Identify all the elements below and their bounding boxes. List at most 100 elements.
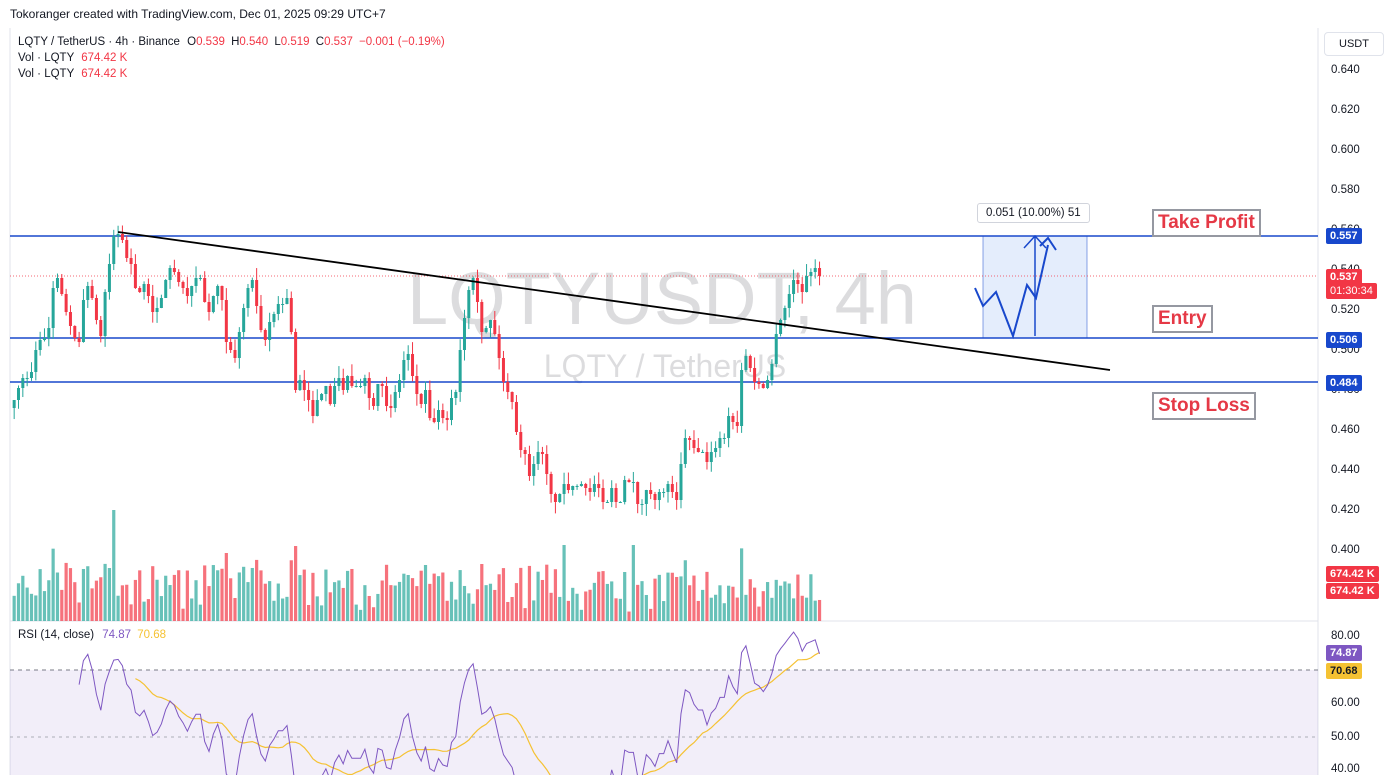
- candle-body: [419, 394, 423, 404]
- legend-change: −0.001 (−0.19%): [359, 36, 445, 48]
- volume-bar: [588, 589, 592, 621]
- volume-bar: [774, 579, 778, 621]
- candle-body: [107, 264, 111, 292]
- rsi-tick: 60.00: [1331, 697, 1360, 709]
- rsi-ma-line: [135, 651, 820, 775]
- volume-bar: [510, 597, 514, 621]
- candle-body: [129, 258, 133, 264]
- volume-bar: [454, 599, 458, 621]
- candle-body: [203, 278, 207, 302]
- candle-body: [458, 350, 462, 392]
- measure-label[interactable]: 0.051 (10.00%) 51: [977, 203, 1090, 223]
- volume-bar: [376, 593, 380, 621]
- candle-body: [475, 278, 479, 302]
- volume-bar: [73, 582, 77, 621]
- candle-body: [757, 382, 761, 384]
- volume-bar: [410, 578, 415, 621]
- legend-close-value: 0.537: [324, 36, 353, 48]
- candle-body: [263, 330, 267, 340]
- volume-bar: [328, 592, 332, 621]
- volume-bar: [402, 573, 406, 621]
- volume-bar: [216, 570, 220, 621]
- volume-bar: [90, 588, 94, 621]
- candle-body: [47, 328, 51, 338]
- volume-bar: [657, 574, 661, 621]
- legend-symbol: LQTY / TetherUS · 4h · Binance: [18, 36, 180, 48]
- candle-body: [497, 334, 501, 358]
- volume-tag-1: 674.42 K: [1326, 566, 1379, 582]
- candle-body: [246, 288, 250, 308]
- price-tick: 0.520: [1331, 304, 1360, 316]
- volume-bar: [151, 566, 155, 621]
- volume-bar: [592, 582, 596, 621]
- candle-body: [125, 240, 129, 258]
- volume-tag-2: 674.42 K: [1326, 583, 1379, 599]
- candle-body: [631, 482, 635, 483]
- candle-body: [657, 492, 661, 500]
- volume-bar: [129, 604, 133, 621]
- candle-body: [610, 488, 614, 502]
- volume-bar: [307, 604, 311, 621]
- take-profit-label[interactable]: Take Profit: [1152, 209, 1261, 237]
- candle-body: [185, 288, 189, 296]
- volume-bar: [683, 560, 687, 621]
- volume-bar: [540, 579, 545, 621]
- candle-body: [783, 308, 787, 320]
- volume-bar: [527, 565, 532, 621]
- candle-body: [34, 350, 38, 372]
- candles: [12, 225, 1111, 516]
- currency-button[interactable]: USDT: [1324, 32, 1384, 56]
- volume-bar: [744, 594, 748, 621]
- entry-label[interactable]: Entry: [1152, 305, 1213, 333]
- volume-bar: [125, 584, 129, 621]
- legend-close-key: C: [315, 36, 325, 48]
- rsi-value-tag: 74.87: [1326, 645, 1362, 661]
- volume-bar: [281, 598, 285, 621]
- candle-body: [696, 448, 700, 452]
- volume-bar: [38, 569, 42, 621]
- candle-body: [597, 484, 601, 488]
- candle-body: [506, 382, 510, 392]
- candle-body: [445, 418, 449, 420]
- candle-body: [21, 378, 25, 388]
- volume-bar: [796, 574, 800, 621]
- volume-bar: [233, 598, 237, 621]
- candle-body: [393, 392, 397, 408]
- candle-body: [224, 300, 228, 342]
- candle-body: [805, 276, 809, 292]
- candle-body: [294, 332, 298, 390]
- volume-bar: [384, 564, 389, 621]
- candle-body: [77, 338, 81, 342]
- candle-body: [177, 272, 181, 282]
- stop-loss-label[interactable]: Stop Loss: [1152, 392, 1256, 420]
- volume-bar: [662, 601, 666, 621]
- candle-body: [73, 326, 77, 338]
- candle-body: [38, 340, 42, 350]
- volume-bar: [380, 580, 384, 621]
- vol2-key: Vol · LQTY: [18, 68, 75, 80]
- volume-bar: [246, 582, 250, 621]
- volume-bar: [727, 585, 731, 621]
- candle-body: [86, 286, 90, 300]
- volume-bar: [198, 604, 202, 621]
- price-tick: 0.400: [1331, 544, 1360, 556]
- rsi-lines: [78, 631, 820, 775]
- volume-bar: [471, 603, 475, 621]
- volume-bar: [545, 564, 549, 621]
- volume-bar: [289, 560, 293, 621]
- candle-body: [532, 464, 536, 476]
- volume-bar: [497, 574, 501, 621]
- volume-bar: [575, 593, 579, 621]
- candle-body: [471, 278, 475, 290]
- volume-bar: [579, 609, 583, 621]
- candle-body: [276, 304, 280, 314]
- volume-bar: [752, 587, 757, 621]
- candle-body: [168, 268, 172, 280]
- volume-bar: [224, 553, 228, 621]
- candle-body: [81, 300, 85, 342]
- price-tick: 0.420: [1331, 504, 1360, 516]
- candle-body: [103, 292, 107, 336]
- volume-bar: [506, 601, 510, 621]
- candle-body: [155, 308, 159, 312]
